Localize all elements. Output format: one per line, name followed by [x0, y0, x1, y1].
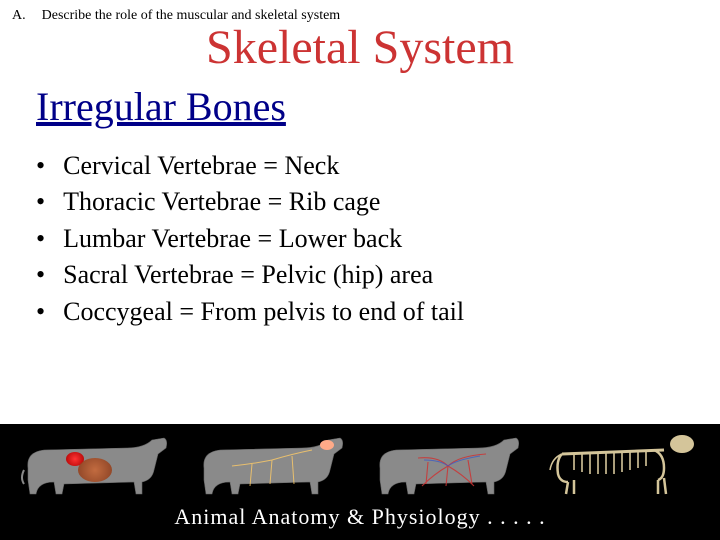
list-item: Sacral Vertebrae = Pelvic (hip) area [36, 257, 720, 293]
list-item: Coccygeal = From pelvis to end of tail [36, 294, 720, 330]
cow-nervous [192, 430, 352, 502]
cow-illustration-row [0, 424, 720, 504]
list-item: Lumbar Vertebrae = Lower back [36, 221, 720, 257]
section-label: A. [12, 8, 26, 24]
vein-lines-icon [398, 446, 498, 490]
cow-circulatory [368, 430, 528, 502]
bullet-list: Cervical Vertebrae = Neck Thoracic Verte… [36, 148, 720, 330]
slide-subtitle: Irregular Bones [36, 83, 720, 130]
footer-title: Animal Anatomy & Physiology . . . . . [0, 504, 720, 536]
brain-icon [320, 440, 334, 450]
cow-digestive [16, 430, 176, 502]
list-item: Cervical Vertebrae = Neck [36, 148, 720, 184]
footer-banner: Animal Anatomy & Physiology . . . . . [0, 424, 720, 540]
cow-skeletal [544, 430, 704, 502]
slide-title: Skeletal System [0, 20, 720, 75]
nerve-lines-icon [222, 446, 322, 490]
digestive-icon [78, 458, 112, 482]
list-item: Thoracic Vertebrae = Rib cage [36, 184, 720, 220]
